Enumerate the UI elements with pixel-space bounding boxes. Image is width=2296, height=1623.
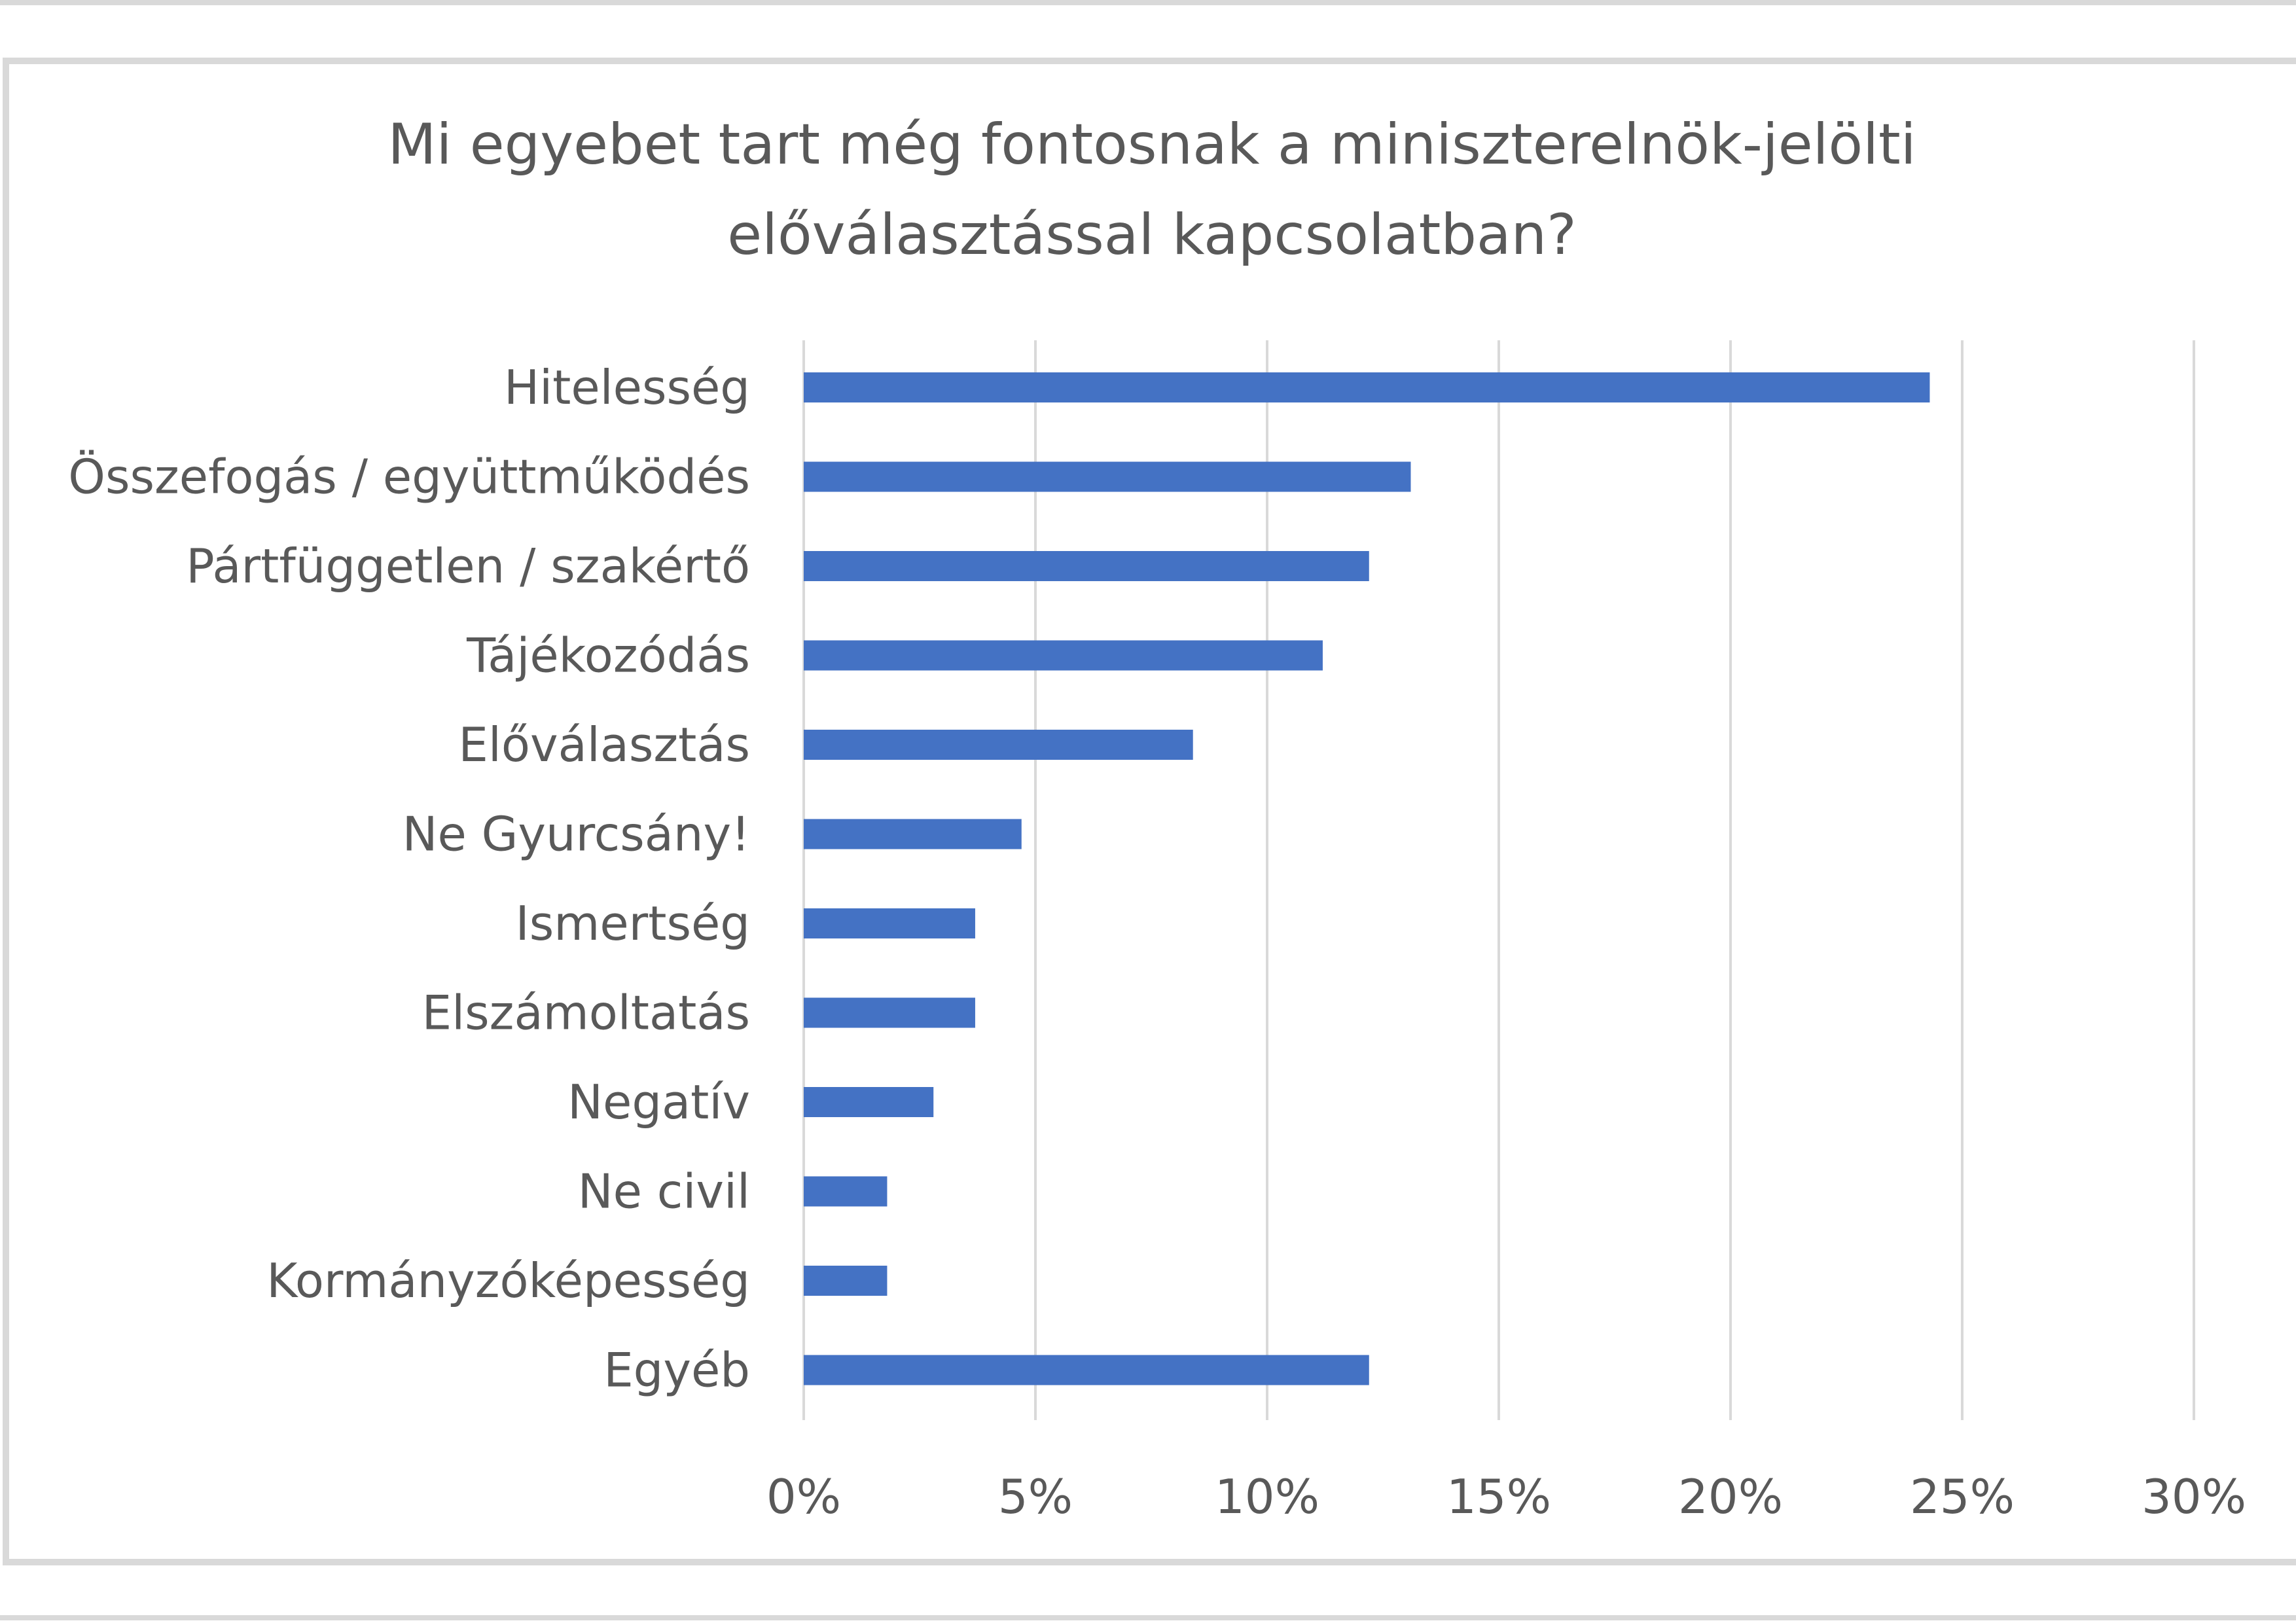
x-tick-label: 0% bbox=[766, 1469, 841, 1524]
bar bbox=[804, 372, 1930, 402]
category-label: Ne Gyurcsány! bbox=[403, 807, 750, 862]
bar bbox=[804, 730, 1193, 760]
chart-title: Mi egyebet tart még fontosnak a miniszte… bbox=[387, 112, 1916, 268]
x-tick-label: 5% bbox=[998, 1469, 1073, 1524]
category-label: Elszámoltatás bbox=[422, 986, 750, 1041]
bar bbox=[804, 1087, 934, 1117]
category-label: Ne civil bbox=[578, 1164, 750, 1219]
bar bbox=[804, 997, 975, 1028]
bar bbox=[804, 1266, 888, 1296]
x-tick-label: 15% bbox=[1446, 1469, 1551, 1524]
x-tick-label: 30% bbox=[2142, 1469, 2246, 1524]
bar bbox=[804, 819, 1022, 849]
x-axis-tick-labels: 0% 5% 10% 15% 20% 25% 30% bbox=[766, 1469, 2246, 1524]
bar bbox=[804, 461, 1411, 492]
x-tick-label: 20% bbox=[1678, 1469, 1783, 1524]
x-tick-label: 10% bbox=[1215, 1469, 1319, 1524]
bar bbox=[804, 1176, 888, 1207]
category-label: Hitelesség bbox=[504, 360, 750, 415]
category-labels: Hitelesség Összefogás / együttműködés Párt… bbox=[68, 360, 750, 1398]
category-label: Negatív bbox=[567, 1075, 750, 1130]
category-label: Kormányzóképesség bbox=[266, 1253, 750, 1308]
category-label: Összefogás / együttműködés bbox=[68, 450, 750, 505]
bars bbox=[804, 372, 1930, 1385]
category-label: Pártfüggetlen / szakértő bbox=[186, 539, 750, 594]
category-label: Tájékozódás bbox=[466, 628, 750, 683]
bar bbox=[804, 1355, 1369, 1385]
gridlines bbox=[802, 340, 2195, 1420]
bottom-divider bbox=[0, 1615, 2296, 1620]
category-label: Előválasztás bbox=[458, 717, 750, 772]
chart-frame bbox=[3, 58, 2296, 1565]
category-label: Ismertség bbox=[515, 896, 750, 951]
category-label: Egyéb bbox=[603, 1343, 750, 1398]
chart-title-line-1: Mi egyebet tart még fontosnak a miniszte… bbox=[387, 112, 1916, 177]
bar bbox=[804, 640, 1323, 671]
top-divider bbox=[0, 0, 2296, 5]
bar bbox=[804, 551, 1369, 581]
chart-title-line-2: előválasztással kapcsolatban? bbox=[727, 202, 1577, 268]
x-tick-label: 25% bbox=[1910, 1469, 2015, 1524]
bar bbox=[804, 908, 975, 938]
